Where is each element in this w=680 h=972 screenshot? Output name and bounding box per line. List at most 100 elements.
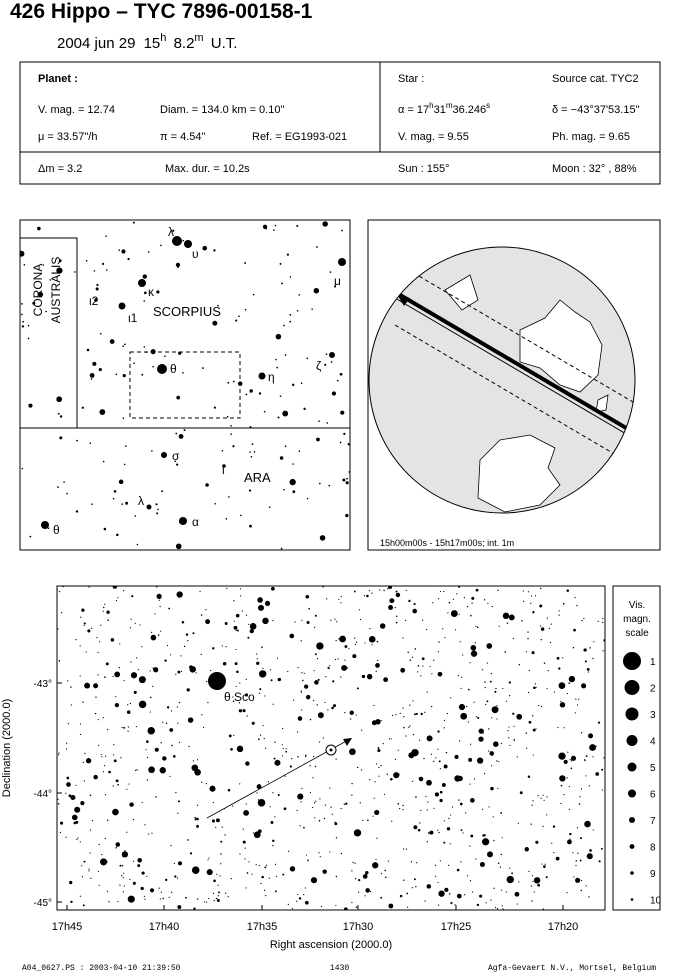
star [75, 638, 77, 641]
star [470, 743, 472, 745]
star [399, 894, 403, 898]
star [417, 671, 419, 673]
star [286, 253, 290, 256]
star [572, 646, 575, 649]
star [415, 885, 417, 888]
star [471, 602, 473, 604]
star [322, 221, 328, 227]
star [467, 688, 470, 691]
star-label: ι2 [89, 294, 99, 308]
star [160, 891, 162, 893]
star [446, 712, 448, 715]
star [509, 744, 511, 747]
star [181, 621, 185, 624]
scale-dot [630, 871, 634, 875]
star [462, 654, 464, 656]
star [367, 819, 369, 821]
star [484, 773, 486, 775]
star [201, 781, 203, 783]
max-duration: Max. dur. = 10.2s [165, 163, 250, 175]
star [260, 882, 262, 885]
star [284, 445, 287, 448]
star [576, 827, 579, 829]
x-tick-label: 17h35 [247, 921, 278, 933]
star [342, 478, 346, 482]
scale-title: scale [625, 628, 649, 639]
event-time: 2004 jun 29 15h 8.2m U.T. [57, 28, 237, 52]
star [409, 659, 412, 661]
star [264, 600, 271, 607]
star [103, 765, 106, 767]
star [226, 587, 228, 589]
star [115, 600, 118, 602]
star [531, 875, 534, 877]
star [233, 734, 235, 736]
scale-dot [625, 707, 639, 721]
star [244, 262, 247, 264]
star [584, 820, 591, 828]
star [289, 320, 292, 323]
star [526, 747, 528, 749]
star [216, 873, 218, 875]
star [57, 589, 58, 591]
star [595, 772, 600, 776]
star [460, 687, 462, 689]
star [445, 751, 448, 754]
star [359, 618, 362, 621]
star [170, 710, 173, 712]
star [178, 434, 184, 439]
star [93, 683, 99, 689]
star [532, 800, 534, 802]
finder-frame [19, 219, 351, 551]
star [67, 680, 69, 682]
star [300, 801, 302, 803]
star [452, 615, 454, 617]
star [230, 433, 232, 435]
star [500, 742, 503, 745]
star [257, 597, 263, 603]
star [375, 670, 377, 673]
sun: Sun : 155° [398, 163, 450, 175]
bright-star [138, 279, 146, 287]
star [301, 709, 303, 711]
star [403, 879, 405, 881]
star [304, 755, 307, 758]
star [228, 496, 230, 498]
star [84, 752, 86, 755]
star [136, 657, 138, 659]
star [126, 788, 128, 790]
star [225, 646, 227, 648]
star [541, 863, 543, 865]
star [284, 354, 287, 356]
star [585, 885, 587, 887]
star-label: λ [138, 494, 144, 508]
star [20, 250, 25, 257]
star [217, 884, 219, 886]
star [403, 726, 405, 729]
star [556, 859, 559, 861]
star [49, 279, 52, 281]
star [437, 748, 439, 750]
star [174, 875, 177, 878]
star [535, 728, 537, 730]
star [335, 904, 337, 907]
star [305, 694, 311, 700]
star [197, 898, 199, 900]
star [328, 484, 331, 487]
star [551, 842, 553, 844]
star [242, 840, 246, 844]
star [79, 723, 82, 725]
star [170, 845, 172, 847]
star [202, 726, 205, 728]
star [59, 831, 62, 834]
star [356, 766, 359, 769]
scale-dot [629, 844, 635, 849]
star [508, 726, 510, 728]
star [216, 899, 220, 902]
continent [519, 299, 603, 393]
star [282, 410, 289, 417]
star [122, 891, 124, 893]
star [513, 725, 515, 727]
star [475, 588, 479, 592]
star [147, 726, 155, 735]
